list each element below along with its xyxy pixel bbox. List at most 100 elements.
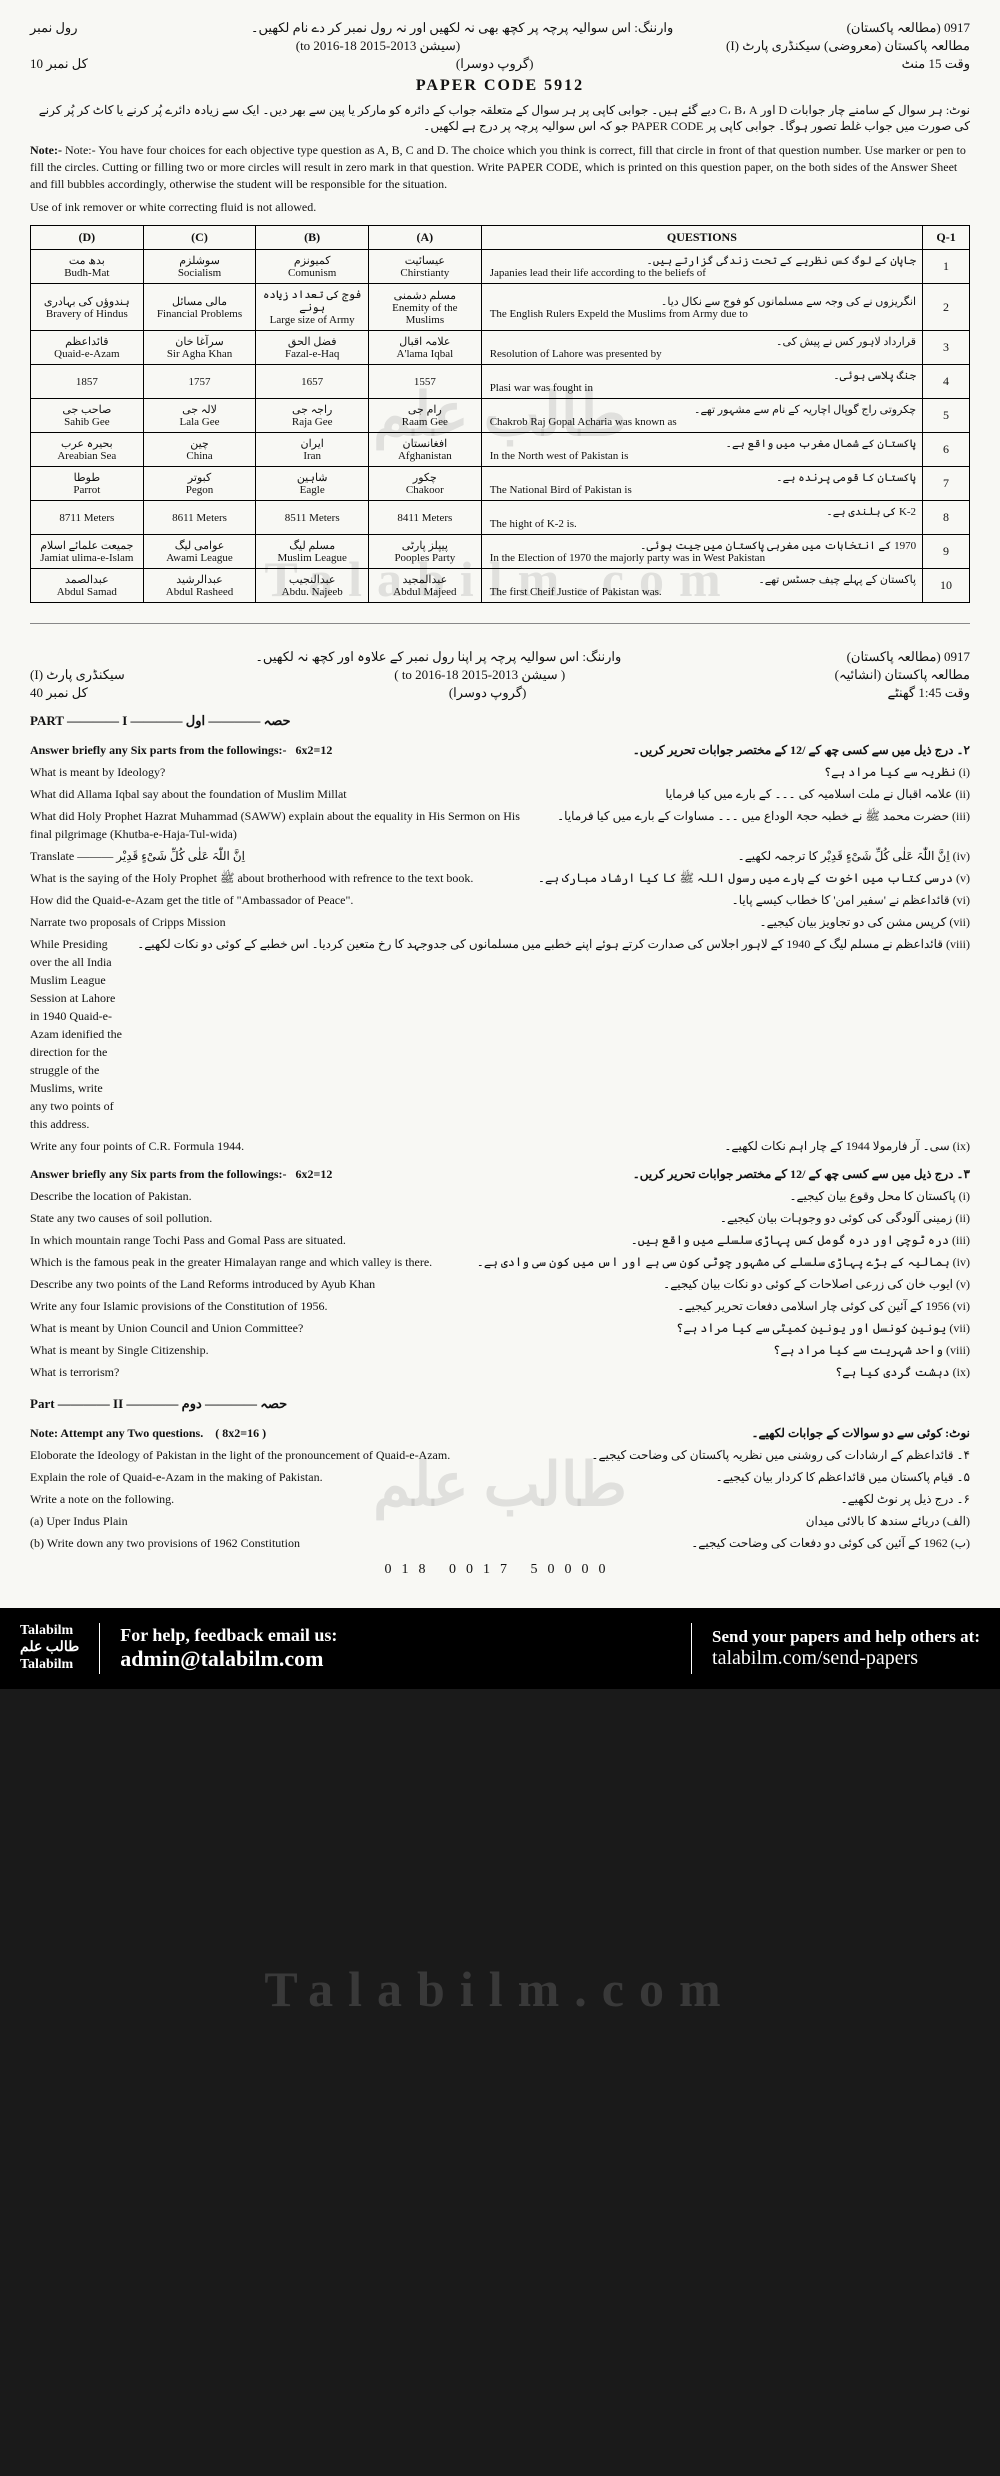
sub-session: ( سیشن 2013-2015 to 2016-18 ) bbox=[394, 667, 565, 683]
sub-marks: کل نمبر 40 bbox=[30, 685, 88, 701]
table-row: ہندوؤں کی بہادریBravery of Hindusمالی مس… bbox=[31, 284, 970, 331]
paper-code: PAPER CODE 5912 bbox=[30, 77, 970, 95]
question-number: 4 bbox=[923, 365, 970, 399]
mcq-table: (D) (C) (B) (A) QUESTIONS Q-1 بدھ متBudh… bbox=[30, 225, 970, 603]
option-cell: عبدالصمدAbdul Samad bbox=[31, 569, 144, 603]
roll-number-label: رول نمبر bbox=[30, 20, 77, 36]
instructions-english: Note:- Note:- You have four choices for … bbox=[30, 142, 970, 192]
question-line: Write any four Islamic provisions of the… bbox=[30, 1297, 970, 1315]
part1-title: PART ———— I ———— حصہ ———— اول bbox=[30, 713, 291, 729]
table-row: صاحب جیSahib Geeلالہ جیLala Geeراجہ جیRa… bbox=[31, 399, 970, 433]
question-cell: جاپان کے لوگ کس نظریے کے تحت زندگی گزارت… bbox=[481, 250, 922, 284]
table-row: جمیعت علمائے اسلامJamiat ulima-e-Islamعو… bbox=[31, 535, 970, 569]
option-cell: 1557 bbox=[369, 365, 482, 399]
option-cell: 8611 Meters bbox=[143, 501, 256, 535]
question-line: Explain the role of Quaid-e-Azam in the … bbox=[30, 1468, 970, 1486]
table-row: عبدالصمدAbdul SamadعبدالرشیدAbdul Rashee… bbox=[31, 569, 970, 603]
footer-email-block: For help, feedback email us: admin@talab… bbox=[120, 1625, 671, 1672]
option-cell: 8411 Meters bbox=[369, 501, 482, 535]
option-cell: مسلم لیگMuslim League bbox=[256, 535, 369, 569]
option-cell: کبوترPegon bbox=[143, 467, 256, 501]
question-number: 7 bbox=[923, 467, 970, 501]
q2-instr-ur: ۲۔ درج ذیل میں سے کسی چھ کے /12 کے مختصر… bbox=[633, 741, 970, 759]
col-b: (B) bbox=[256, 226, 369, 250]
question-line: Describe any two points of the Land Refo… bbox=[30, 1275, 970, 1293]
time-label: وقت 15 منٹ bbox=[902, 56, 970, 72]
question-line: Write a note on the following.۶۔ درج ذیل… bbox=[30, 1490, 970, 1508]
question-line: (b) Write down any two provisions of 196… bbox=[30, 1534, 970, 1552]
bottom-code: 018 0017 50000 bbox=[30, 1562, 970, 1578]
footer-email[interactable]: admin@talabilm.com bbox=[120, 1646, 671, 1672]
q2-list: What is meant by Ideology?(i) نظریہ سے ک… bbox=[30, 763, 970, 1155]
question-cell: جنگ پلاسی ہوئی۔Plasi war was fought in bbox=[481, 365, 922, 399]
question-line: What is meant by Single Citizenship.(vii… bbox=[30, 1341, 970, 1359]
option-cell: راجہ جیRaja Gee bbox=[256, 399, 369, 433]
question-line: Narrate two proposals of Cripps Mission(… bbox=[30, 913, 970, 931]
question-line: What did Allama Iqbal say about the foun… bbox=[30, 785, 970, 803]
option-cell: علامہ اقبالA'lama Iqbal bbox=[369, 331, 482, 365]
option-cell: رام جیRaam Gee bbox=[369, 399, 482, 433]
option-cell: 1657 bbox=[256, 365, 369, 399]
exam-paper-page: طالب علم Talabilm.com طالب علم Talabilm.… bbox=[0, 0, 1000, 1689]
option-cell: 8711 Meters bbox=[31, 501, 144, 535]
table-row: قائداعظمQuaid-e-Azamسرآغا خانSir Agha Kh… bbox=[31, 331, 970, 365]
question-number: 6 bbox=[923, 433, 970, 467]
question-line: (a) Uper Indus Plain(الف) دریائے سندھ کا… bbox=[30, 1512, 970, 1530]
question-cell: پاکستان کے پہلے چیف جسٹس تھے۔The first C… bbox=[481, 569, 922, 603]
option-cell: کمیونزمComunism bbox=[256, 250, 369, 284]
question-cell: پاکستان کے شمال مغرب میں واقع ہے۔In the … bbox=[481, 433, 922, 467]
question-number: 5 bbox=[923, 399, 970, 433]
total-marks: کل نمبر 10 bbox=[30, 56, 88, 72]
option-cell: ہندوؤں کی بہادریBravery of Hindus bbox=[31, 284, 144, 331]
table-row: 8711 Meters8611 Meters8511 Meters8411 Me… bbox=[31, 501, 970, 535]
option-cell: عبدالمجیدAbdul Majeed bbox=[369, 569, 482, 603]
remover-note: Use of ink remover or white correcting f… bbox=[30, 199, 970, 216]
question-number: 1 bbox=[923, 250, 970, 284]
group-label: (گروپ دوسرا) bbox=[456, 56, 534, 72]
footer-url[interactable]: talabilm.com/send-papers bbox=[712, 1647, 980, 1670]
col-d: (D) bbox=[31, 226, 144, 250]
question-number: 3 bbox=[923, 331, 970, 365]
instructions-urdu: نوٹ: ہر سوال کے سامنے چار جوابات D اور C… bbox=[30, 103, 970, 134]
col-c: (C) bbox=[143, 226, 256, 250]
option-cell: مسلم دشمنیEnemity of the Muslims bbox=[369, 284, 482, 331]
col-questions: QUESTIONS bbox=[481, 226, 922, 250]
question-line: What is meant by Ideology?(i) نظریہ سے ک… bbox=[30, 763, 970, 781]
option-cell: شاہینEagle bbox=[256, 467, 369, 501]
question-line: What did Holy Prophet Hazrat Muhammad (S… bbox=[30, 807, 970, 843]
question-line: Eloborate the Ideology of Pakistan in th… bbox=[30, 1446, 970, 1464]
col-a: (A) bbox=[369, 226, 482, 250]
watermark-en-2: Talabilm.com bbox=[264, 1960, 735, 2018]
option-cell: عیسائیتChirstianty bbox=[369, 250, 482, 284]
option-cell: قائداعظمQuaid-e-Azam bbox=[31, 331, 144, 365]
sub-code: 0917 (مطالعہ پاکستان) bbox=[847, 649, 970, 665]
table-row: 1857175716571557جنگ پلاسی ہوئی۔Plasi war… bbox=[31, 365, 970, 399]
q3-instr-ur: ۳۔ درج ذیل میں سے کسی چھ کے /12 کے مختصر… bbox=[633, 1165, 970, 1183]
option-cell: افغانستانAfghanistan bbox=[369, 433, 482, 467]
option-cell: بحیرہ عربAreabian Sea bbox=[31, 433, 144, 467]
option-cell: سوشلزمSocialism bbox=[143, 250, 256, 284]
option-cell: مالی مسائلFinancial Problems bbox=[143, 284, 256, 331]
part2-note-ur: نوٹ: کوئی سے دو سوالات کے جوابات لکھیے۔ bbox=[751, 1424, 970, 1442]
option-cell: 1757 bbox=[143, 365, 256, 399]
question-line: Write any four points of C.R. Formula 19… bbox=[30, 1137, 970, 1155]
option-cell: فوج کی تعداد زیادہ ہونےLarge size of Arm… bbox=[256, 284, 369, 331]
sub-group: (گروپ دوسرا) bbox=[449, 685, 527, 701]
session-label: (سیشن 2013-2015 to 2016-18) bbox=[296, 38, 461, 54]
option-cell: ایرانIran bbox=[256, 433, 369, 467]
part2-title: Part ———— II ———— حصہ ———— دوم bbox=[30, 1396, 287, 1412]
question-line: Translate ——— اِنَّ اللّٰہَ عَلٰی کُلِّ … bbox=[30, 847, 970, 865]
footer-logo: Talabilm طالب علم Talabilm bbox=[20, 1623, 79, 1673]
option-cell: عبدالرشیدAbdul Rasheed bbox=[143, 569, 256, 603]
warning-urdu: وارننگ: اس سوالیہ پرچہ پر کچھ بھی نہ لکھ… bbox=[251, 20, 673, 36]
sub-time: وقت 1:45 گھنٹے bbox=[887, 685, 970, 701]
question-cell: قرارداد لاہور کس نے پیش کی۔Resolution of… bbox=[481, 331, 922, 365]
table-row: بدھ متBudh-MatسوشلزمSocialismکمیونزمComu… bbox=[31, 250, 970, 284]
question-line: State any two causes of soil pollution.(… bbox=[30, 1209, 970, 1227]
question-line: How did the Quaid-e-Azam get the title o… bbox=[30, 891, 970, 909]
table-row: بحیرہ عربAreabian SeaچینChinaایرانIranاف… bbox=[31, 433, 970, 467]
q3-list: Describe the location of Pakistan.(i) پا… bbox=[30, 1187, 970, 1381]
question-number: 9 bbox=[923, 535, 970, 569]
option-cell: 1857 bbox=[31, 365, 144, 399]
question-cell: پاکستان کا قومی پرندہ ہے۔The National Bi… bbox=[481, 467, 922, 501]
